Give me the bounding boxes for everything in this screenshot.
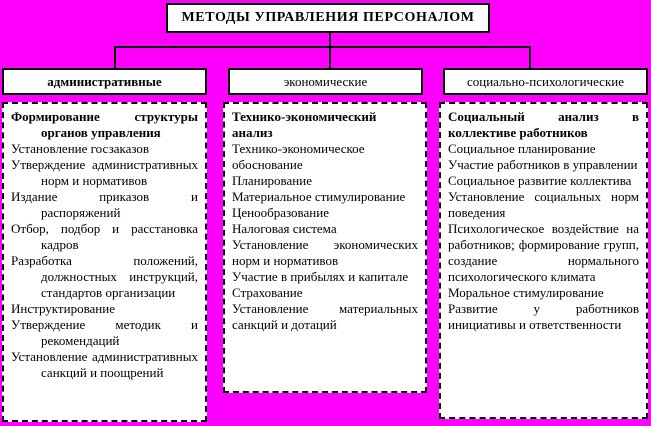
- header-socio-psychological: социально-психологические: [443, 68, 648, 95]
- list-item: Разработка положений, должностных инстру…: [11, 253, 198, 300]
- connector-horizontal: [114, 46, 531, 48]
- list-item: Психологическое воздействие на работнико…: [448, 221, 639, 284]
- list-item: Инструктирование: [11, 301, 115, 316]
- list-item: Установление экономических норм и нормат…: [232, 237, 418, 268]
- list-item: Социальный анализ в коллективе работнико…: [448, 109, 639, 140]
- header-administrative: административные: [2, 68, 207, 95]
- list-item: Страхование: [232, 285, 303, 300]
- diagram-title: МЕТОДЫ УПРАВЛЕНИЯ ПЕРСОНАЛОМ: [181, 10, 475, 25]
- list-item: Развитие у работников инициативы и ответ…: [448, 301, 639, 332]
- header-socio-psychological-label: социально-психологические: [466, 73, 624, 89]
- list-item: Формирование структуры органов управлени…: [11, 109, 198, 140]
- list-item: Социальное развитие коллектива: [448, 173, 632, 188]
- list-item: Материальное стимулирование: [232, 189, 406, 204]
- connector-drop-right: [529, 46, 531, 68]
- content-economic: Технико-экономический анализ Технико-экон…: [223, 102, 427, 393]
- list-item: Моральное стимулирование: [448, 285, 604, 300]
- list-item: Установление материальных санкций и дота…: [232, 301, 418, 332]
- title-box: МЕТОДЫ УПРАВЛЕНИЯ ПЕРСОНАЛОМ: [166, 3, 490, 33]
- list-item: Издание приказов и распоряжений: [11, 189, 198, 220]
- list-item: Установление госзаказов: [11, 141, 150, 156]
- list-item: Установление социальных норм поведения: [448, 189, 639, 220]
- connector-title-stem: [329, 31, 331, 48]
- content-administrative: Формирование структуры органов управлени…: [2, 102, 207, 422]
- connector-drop-middle: [329, 46, 331, 68]
- list-item: Отбор, подбор и расстановка кадров: [11, 221, 198, 252]
- header-economic: экономические: [228, 68, 423, 95]
- content-socio-psychological: Социальный анализ в коллективе работнико…: [439, 102, 648, 419]
- list-item: Социальное планирование: [448, 141, 596, 156]
- list-item: Налоговая система: [232, 221, 337, 236]
- list-item: Установление административных санкций и …: [11, 349, 198, 380]
- header-administrative-label: административные: [47, 73, 162, 89]
- list-item: Ценообразование: [232, 205, 329, 220]
- list-item: Участие в прибылях и капитале: [232, 269, 409, 284]
- connector-drop-left: [114, 46, 116, 68]
- list-item: Утверждение методик и рекомендаций: [11, 317, 198, 348]
- list-item: Технико-экономическое обоснование: [232, 141, 365, 172]
- list-item: Утверждение административных норм и норм…: [11, 157, 198, 188]
- list-item: Планирование: [232, 173, 312, 188]
- header-economic-label: экономические: [283, 73, 368, 89]
- list-item: Участие работников в управлении: [448, 157, 638, 172]
- list-item: Технико-экономический анализ: [232, 109, 377, 140]
